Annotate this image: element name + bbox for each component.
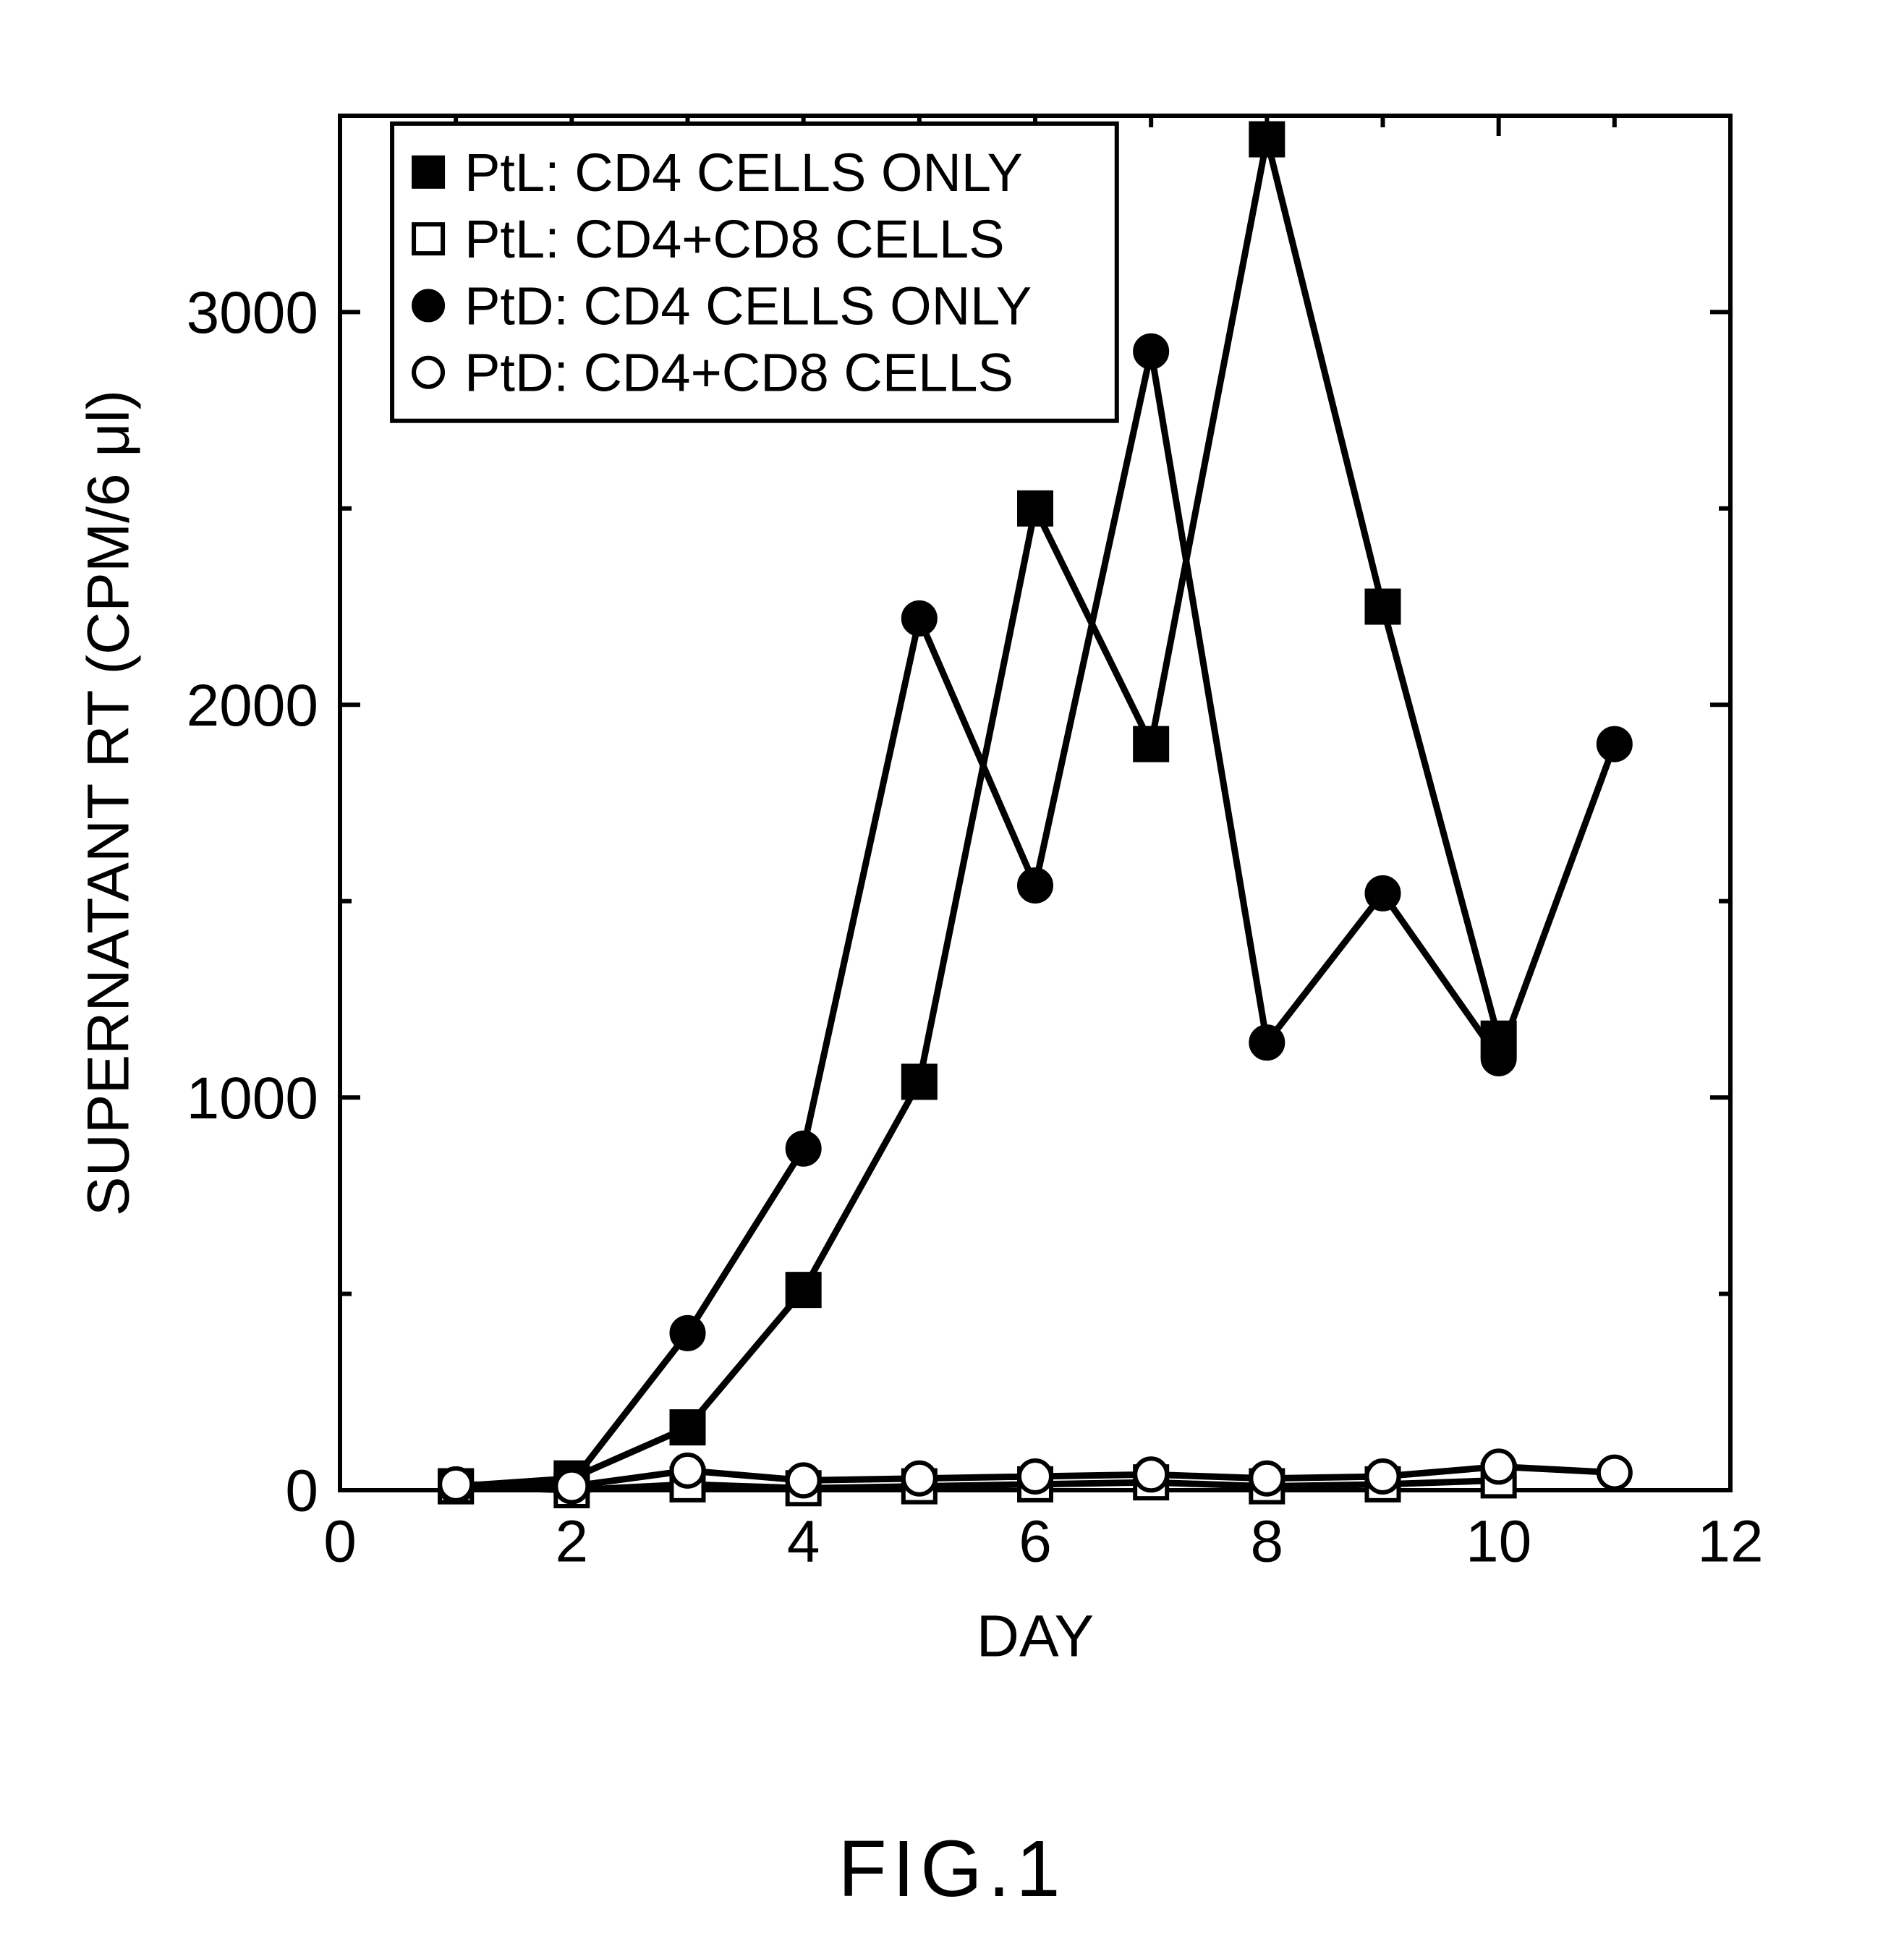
filled-square-marker	[1367, 591, 1399, 623]
x-tick-label: 10	[1466, 1508, 1531, 1574]
y-tick-label: 3000	[187, 280, 318, 346]
filled-circle-marker	[1019, 870, 1051, 901]
legend-label: PtL: CD4+CD8 CELLS	[464, 209, 1005, 269]
filled-circle-marker	[672, 1317, 704, 1349]
legend: PtL: CD4 CELLS ONLYPtL: CD4+CD8 CELLS PtD…	[392, 124, 1117, 421]
x-tick-label: 8	[1251, 1508, 1284, 1574]
open-circle-marker	[788, 1464, 820, 1496]
filled-square-marker	[1251, 124, 1283, 156]
open-circle-marker	[1251, 1463, 1283, 1495]
filled-square-marker	[788, 1274, 820, 1306]
x-axis-label: DAY	[977, 1604, 1095, 1670]
filled-circle-marker	[1599, 728, 1631, 760]
filled-circle-marker	[1251, 1027, 1283, 1058]
open-circle-marker	[556, 1471, 587, 1503]
y-tick-label: 2000	[187, 673, 318, 739]
filled-circle-marker	[1367, 877, 1399, 909]
open-circle-marker	[1367, 1461, 1399, 1492]
filled-square-marker	[672, 1411, 704, 1443]
filled-circle-marker	[414, 291, 443, 320]
legend-label: PtD: CD4+CD8 CELLS	[464, 343, 1013, 403]
filled-circle-marker	[1135, 336, 1167, 367]
filled-square-marker	[1135, 728, 1167, 760]
open-circle-marker	[904, 1463, 935, 1495]
filled-square-marker	[414, 158, 443, 187]
filled-circle-marker	[1483, 1042, 1515, 1074]
open-circle-marker	[672, 1455, 704, 1487]
x-tick-label: 0	[323, 1508, 357, 1574]
line-chart: 0 2 4 6 8 10 12 DAY 0 1000 2000 3000 SUPERNATANT RT …	[0, 0, 1904, 1751]
y-tick-label: 1000	[187, 1066, 318, 1131]
filled-square-marker	[1019, 493, 1051, 524]
y-axis-label: SUPERNATANT RT (CPM/6 μl)	[76, 390, 142, 1216]
open-circle-marker	[440, 1469, 472, 1500]
open-circle-marker	[414, 358, 443, 387]
x-tick-label: 12	[1697, 1508, 1763, 1574]
open-square-marker	[414, 224, 443, 253]
figure-caption: FIG.1	[0, 1823, 1904, 1915]
open-circle-marker	[1019, 1461, 1051, 1492]
y-tick-label: 0	[285, 1458, 318, 1524]
x-tick-label: 4	[787, 1508, 820, 1574]
open-circle-marker	[1135, 1458, 1167, 1490]
filled-circle-marker	[904, 603, 935, 634]
legend-label: PtL: CD4 CELLS ONLY	[464, 143, 1023, 203]
figure-container: 0 2 4 6 8 10 12 DAY 0 1000 2000 3000 SUPERNATANT RT …	[0, 0, 1904, 1938]
x-tick-label: 2	[556, 1508, 589, 1574]
filled-circle-marker	[788, 1133, 820, 1165]
open-circle-marker	[1483, 1450, 1515, 1482]
legend-label: PtD: CD4 CELLS ONLY	[464, 276, 1032, 336]
x-tick-label: 6	[1019, 1508, 1052, 1574]
filled-square-marker	[904, 1066, 935, 1097]
open-circle-marker	[1599, 1457, 1631, 1489]
